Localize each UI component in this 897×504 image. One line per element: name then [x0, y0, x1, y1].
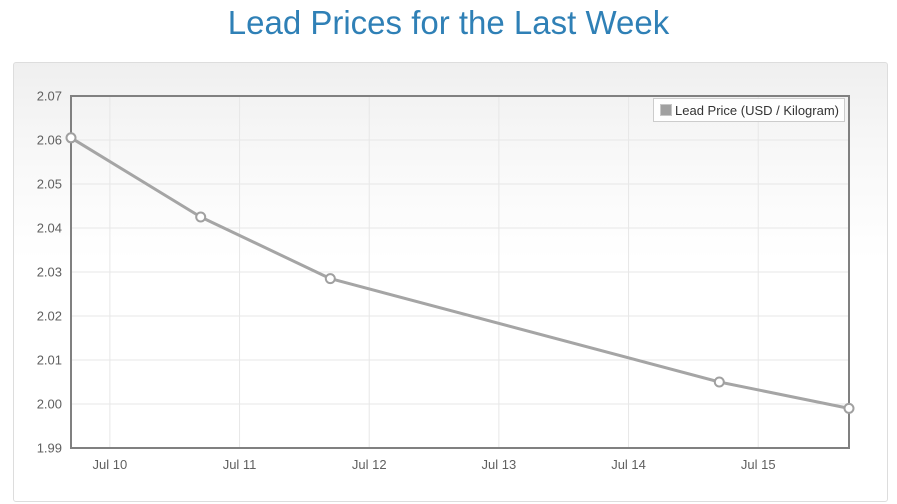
chart-title: Lead Prices for the Last Week [227, 4, 670, 41]
data-point-marker[interactable] [713, 376, 725, 388]
series-line [69, 136, 851, 410]
y-tick-label: 2.01 [37, 353, 62, 368]
y-tick-label: 2.04 [37, 221, 62, 236]
y-tick-label: 2.02 [37, 309, 62, 324]
line-chart: 1.99 2.00 2.01 2.02 2.03 2.04 2.05 2.06 2.07 Jul … [37, 89, 855, 472]
x-tick-label: Jul 15 [741, 457, 776, 472]
data-point-marker[interactable] [843, 402, 855, 414]
legend-swatch-icon [660, 104, 672, 116]
y-tick-label: 1.99 [37, 441, 62, 456]
x-tick-label: Jul 12 [352, 457, 387, 472]
y-tick-label: 2.05 [37, 177, 62, 192]
data-point-marker[interactable] [65, 132, 77, 144]
y-tick-label: 2.00 [37, 397, 62, 412]
y-tick-label: 2.07 [37, 89, 62, 104]
x-tick-label: Jul 13 [482, 457, 517, 472]
y-tick-label: 2.03 [37, 265, 62, 280]
x-tick-label: Jul 11 [223, 457, 257, 472]
data-point-marker[interactable] [324, 273, 336, 285]
y-tick-label: 2.06 [37, 133, 62, 148]
plot-border [70, 95, 850, 449]
legend-label: Lead Price (USD / Kilogram) [675, 102, 839, 118]
data-point-marker[interactable] [195, 211, 207, 223]
chart-panel: 1.99 2.00 2.01 2.02 2.03 2.04 2.05 2.06 2.07 Jul … [13, 62, 888, 502]
x-tick-label: Jul 14 [611, 457, 646, 472]
x-tick-label: Jul 10 [93, 457, 128, 472]
legend-item[interactable]: Lead Price (USD / Kilogram) [653, 98, 845, 122]
